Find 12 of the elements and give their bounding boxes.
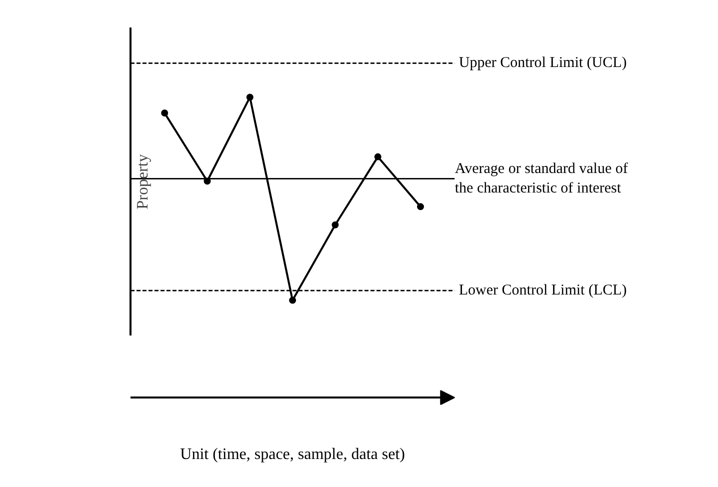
point [332,221,339,228]
point [161,110,168,117]
y-axis-title: Property [134,154,152,210]
text: Unit (time, space, sample, data set) [180,446,405,463]
ref-line-label: Average or standard value of the characteristic of interest [454,161,628,196]
ref-line-label: Lower Control Limit (LCL) [458,282,627,299]
ref-line-label: Upper Control Limit (UCL) [458,55,627,72]
point [204,178,211,185]
point [289,296,296,304]
point [246,94,254,101]
point [417,203,424,210]
point [374,153,382,160]
